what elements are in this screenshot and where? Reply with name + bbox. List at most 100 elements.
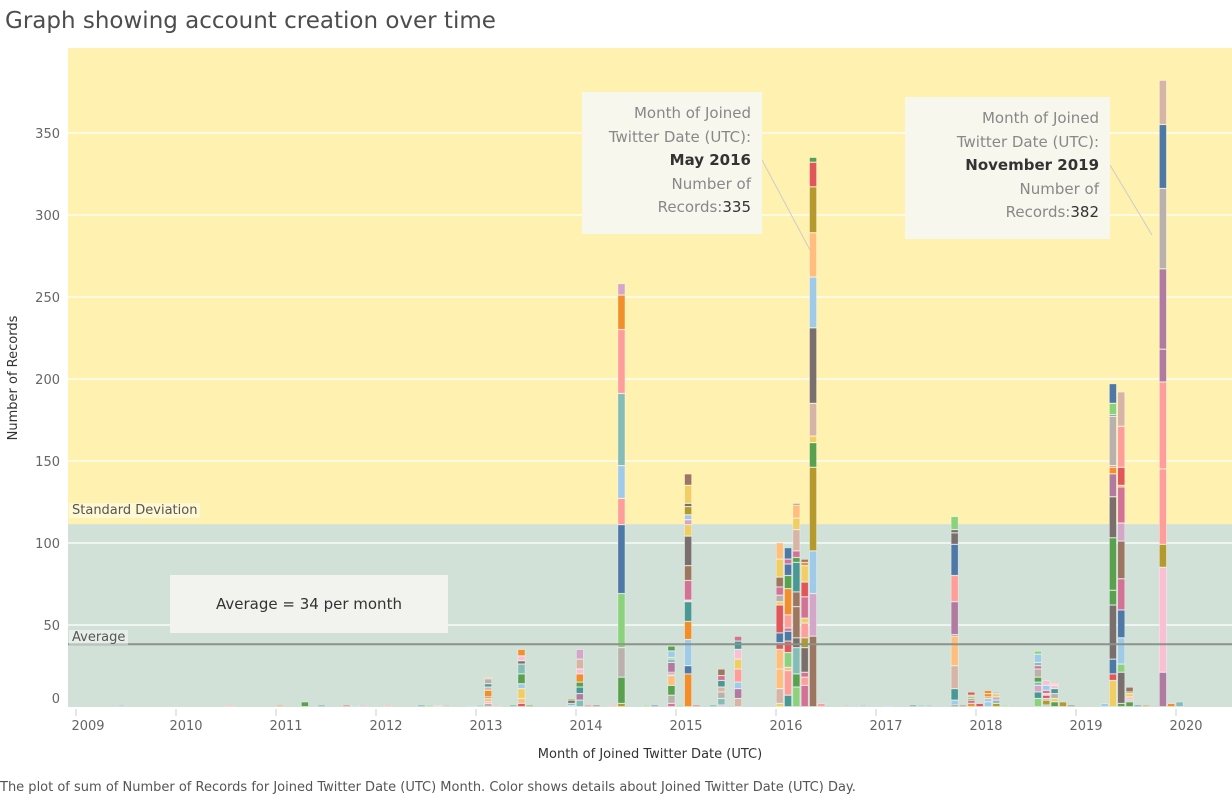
bar-2013-01 xyxy=(476,705,484,707)
bar-segment xyxy=(1125,696,1134,701)
bar-segment xyxy=(642,705,651,707)
bar-segment xyxy=(575,673,584,683)
bar-segment xyxy=(617,593,626,648)
bar-segment xyxy=(950,516,959,530)
bar-segment xyxy=(1125,693,1134,697)
bar-segment xyxy=(567,698,576,701)
bar-segment xyxy=(359,705,368,707)
bar-segment xyxy=(1117,703,1126,707)
bar-segment xyxy=(792,518,801,530)
bar-segment xyxy=(784,559,792,565)
bar-segment xyxy=(1050,688,1059,694)
bar-segment xyxy=(784,627,792,632)
bar-segment xyxy=(967,691,976,696)
bar-2019-11 xyxy=(1159,80,1167,707)
tooltip-value: 382 xyxy=(1070,203,1099,221)
bar-segment xyxy=(484,678,492,684)
bar-segment xyxy=(784,564,792,576)
bar-segment xyxy=(684,473,692,486)
bar-segment xyxy=(967,696,976,699)
bar-segment xyxy=(667,662,676,673)
bar-2016-06 xyxy=(817,703,826,707)
bar-segment xyxy=(684,601,692,622)
bar-segment xyxy=(984,698,992,702)
bar-segment xyxy=(984,690,992,694)
bar-segment xyxy=(950,544,959,576)
bar-2017-11 xyxy=(959,705,967,707)
bar-segment xyxy=(1109,605,1117,660)
bar-segment xyxy=(484,696,492,699)
bar-segment xyxy=(950,529,959,533)
bar-2014-06 xyxy=(617,283,626,707)
bar-segment xyxy=(992,703,1001,707)
bar-segment xyxy=(984,696,992,699)
bar-segment xyxy=(1142,705,1151,707)
bar-segment xyxy=(684,673,692,707)
bar-segment xyxy=(592,705,601,707)
bar-segment xyxy=(276,705,284,707)
bar-2016-03 xyxy=(792,503,801,707)
bar-segment xyxy=(950,636,959,666)
bar-2013-05 xyxy=(509,705,517,707)
bar-segment xyxy=(684,665,692,674)
bar-segment xyxy=(517,698,526,704)
bar-segment xyxy=(784,547,792,560)
bar-2012-09 xyxy=(442,705,451,707)
bar-segment xyxy=(226,705,234,707)
bar-2009-06 xyxy=(117,705,126,707)
bar-segment xyxy=(1000,705,1009,707)
bar-segment xyxy=(1050,683,1059,686)
bar-segment xyxy=(509,705,517,707)
bar-segment xyxy=(617,647,626,678)
bar-segment xyxy=(792,557,801,563)
bar-2012-12 xyxy=(467,705,476,707)
bar-2018-10 xyxy=(1050,682,1059,707)
bar-segment xyxy=(617,498,626,525)
bar-segment xyxy=(925,705,934,707)
bar-segment xyxy=(684,524,692,537)
bar-segment xyxy=(950,634,959,637)
bar-2012-02 xyxy=(384,705,393,707)
bar-segment xyxy=(775,649,784,669)
bar-segment xyxy=(967,695,976,697)
average-annotation-text: Average = 34 per month xyxy=(216,595,402,613)
y-tick-label: 50 xyxy=(43,619,60,634)
bar-segment xyxy=(1117,541,1126,579)
bar-2018-08 xyxy=(1034,650,1042,707)
bar-segment xyxy=(684,514,692,520)
bar-segment xyxy=(575,693,584,701)
bar-segment xyxy=(792,673,801,688)
bar-segment xyxy=(117,705,126,707)
bar-segment xyxy=(317,705,326,707)
bar-segment xyxy=(567,703,576,706)
bar-segment xyxy=(775,577,784,587)
bar-segment xyxy=(809,550,817,594)
bar-segment xyxy=(1117,486,1126,524)
bar-2019-04 xyxy=(1100,703,1109,707)
bar-segment xyxy=(800,677,809,686)
bar-segment xyxy=(1050,682,1059,684)
bar-segment xyxy=(800,647,809,673)
bar-segment xyxy=(775,688,784,704)
bar-2014-02 xyxy=(584,705,592,707)
bar-2017-12 xyxy=(967,691,976,707)
bar-2012-08 xyxy=(434,705,442,707)
bar-segment xyxy=(1117,523,1126,542)
bar-segment xyxy=(809,157,817,163)
x-tick-label: 2013 xyxy=(469,719,502,734)
bar-segment xyxy=(1109,496,1117,538)
x-tick-label: 2019 xyxy=(1069,719,1102,734)
bar-segment xyxy=(575,687,584,694)
bar-segment xyxy=(1159,188,1167,269)
bar-segment xyxy=(1034,662,1042,666)
bar-segment xyxy=(517,703,526,707)
bar-segment xyxy=(417,705,426,707)
bar-segment xyxy=(800,562,809,566)
bar-segment xyxy=(484,683,492,688)
x-tick-label: 2012 xyxy=(369,719,402,734)
bar-segment xyxy=(792,591,801,607)
bar-segment xyxy=(484,703,492,707)
bar-segment xyxy=(1034,682,1042,686)
bar-segment xyxy=(667,673,676,676)
bar-segment xyxy=(734,659,742,669)
